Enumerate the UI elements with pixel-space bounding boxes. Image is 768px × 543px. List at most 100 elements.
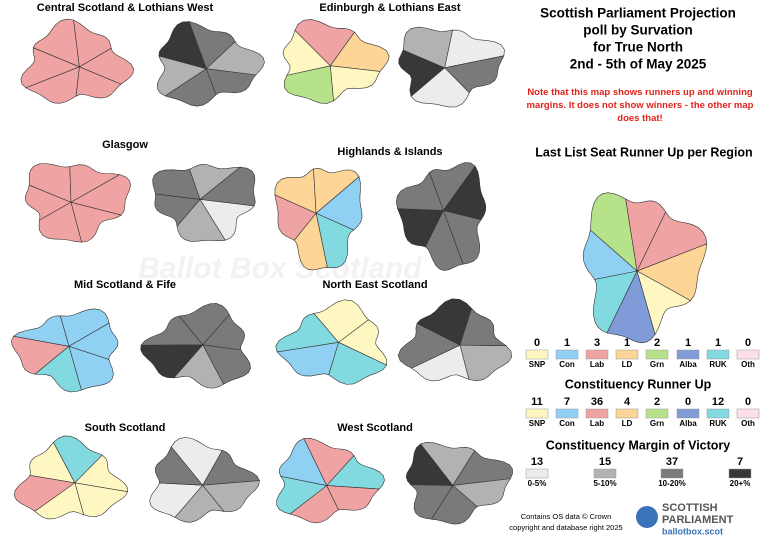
map-area — [459, 344, 513, 382]
legend-count: 0 — [534, 337, 540, 349]
legend-label: RUK — [709, 360, 727, 369]
map-area — [199, 166, 256, 207]
map-area — [173, 344, 224, 389]
legend-label: 0-5% — [528, 479, 547, 488]
map-area — [396, 171, 444, 211]
legend-swatch — [676, 408, 700, 419]
legend-count: 4 — [624, 396, 631, 408]
map-area — [337, 319, 388, 366]
map-area — [397, 322, 461, 369]
legend-label: 20+% — [730, 479, 751, 488]
credit: copyright and database right 2025 — [509, 523, 622, 532]
legend-label: Oth — [741, 360, 755, 369]
map-area — [74, 454, 129, 493]
map-area — [202, 314, 245, 351]
legend-label: SNP — [529, 419, 546, 428]
map-area — [459, 307, 508, 346]
legend-swatch — [676, 349, 700, 360]
map-area — [25, 184, 72, 221]
map-area — [38, 201, 82, 243]
map-area — [140, 344, 204, 379]
map-area — [174, 484, 225, 523]
map-area — [155, 446, 204, 486]
legend-label: Lab — [590, 360, 604, 369]
map-area — [329, 31, 390, 72]
list-title: Last List Seat Runner Up per Region — [535, 145, 752, 159]
legend-count: 36 — [591, 396, 603, 408]
map-area — [326, 455, 385, 490]
map-area — [12, 315, 70, 347]
map-area — [424, 209, 464, 271]
legend-swatch — [645, 408, 669, 419]
map-area — [402, 26, 454, 69]
map-area — [636, 243, 708, 301]
legend-count: 1 — [624, 337, 630, 349]
legend-swatch — [525, 349, 549, 360]
legend-label: Oth — [741, 419, 755, 428]
map-area — [293, 212, 328, 271]
map-area — [606, 270, 656, 344]
map-area — [28, 163, 72, 203]
legend-label: Con — [559, 360, 575, 369]
map-area — [59, 308, 110, 347]
map-area — [593, 270, 638, 334]
legend-label: Grn — [650, 360, 664, 369]
legend-label: SNP — [529, 360, 546, 369]
map-area — [78, 47, 134, 85]
map-area — [13, 474, 76, 512]
legend-label: LD — [622, 419, 633, 428]
map-area — [589, 192, 638, 272]
map-area — [178, 303, 230, 346]
legend-count: 7 — [564, 396, 570, 408]
legend-label: Alba — [679, 419, 697, 428]
map-area — [315, 212, 355, 269]
title-line: poll by Survation — [583, 23, 693, 38]
map-area — [25, 66, 80, 104]
map-area — [278, 438, 328, 486]
map-area — [188, 21, 236, 70]
map-area — [176, 198, 226, 242]
legend-swatch — [706, 349, 730, 360]
map-area — [73, 19, 112, 68]
map-area — [205, 68, 257, 96]
margin-title: Constituency Margin of Victory — [546, 438, 731, 452]
map-area — [636, 211, 708, 272]
legend-count: 0 — [745, 396, 751, 408]
legend-count: 15 — [599, 456, 611, 468]
map-area — [152, 168, 201, 200]
legend-label: Con — [559, 419, 575, 428]
legend-count: 3 — [594, 337, 600, 349]
legend-swatch — [585, 349, 609, 360]
legend-count: 7 — [737, 456, 743, 468]
legend-count: 0 — [745, 337, 751, 349]
map-area — [444, 29, 505, 69]
legend-count: 13 — [531, 456, 543, 468]
map-area — [20, 47, 81, 89]
legend-swatch — [555, 349, 579, 360]
map-area — [68, 322, 119, 360]
map-area — [282, 29, 331, 76]
map-area — [70, 201, 122, 243]
map-area — [205, 41, 265, 76]
legend-count: 1 — [685, 337, 691, 349]
map-area — [405, 443, 454, 486]
map-area — [625, 198, 667, 273]
legend-label: RUK — [709, 419, 727, 428]
legend-count: 1 — [715, 337, 721, 349]
logo-text: PARLIAMENT — [662, 514, 734, 526]
note: Note that this map shows runners up and … — [526, 87, 754, 124]
map-area — [398, 49, 446, 97]
map-area — [636, 270, 691, 336]
map-area — [68, 345, 114, 391]
map-area — [29, 441, 76, 484]
map-area — [410, 67, 470, 108]
map-area — [420, 441, 476, 486]
map-area — [315, 176, 363, 231]
legend-swatch — [645, 349, 669, 360]
map-area — [303, 437, 355, 487]
legend-swatch — [525, 468, 549, 479]
map-area — [140, 315, 204, 346]
legend-count: 12 — [712, 396, 724, 408]
map-area — [34, 345, 82, 393]
map-area — [202, 450, 260, 486]
